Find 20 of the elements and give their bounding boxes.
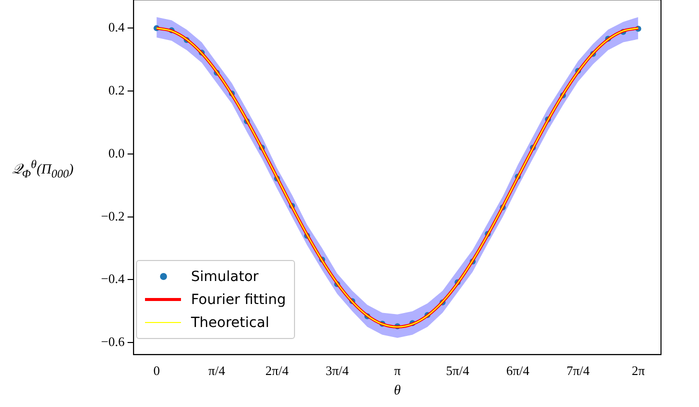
x-tick-label: 7π/4 [566, 362, 590, 378]
x-tick-label: 6π/4 [506, 362, 530, 378]
y-tick-label: −0.4 [100, 271, 126, 286]
legend-label: Theoretical [191, 314, 270, 330]
x-axis-title: θ [394, 383, 401, 398]
x-tick-label: 5π/4 [446, 362, 470, 378]
y-tick-label: 0.2 [108, 82, 125, 98]
x-tick-label: 2π [632, 362, 646, 378]
x-tick-label: π/4 [208, 362, 226, 378]
y-tick-label: 0.0 [108, 145, 125, 160]
y-axis-title: 𝒬$_{Φ}$$^{θ}$(Π$_{000}$) [12, 158, 74, 180]
x-tick-label: 2π/4 [265, 362, 290, 378]
x-tick-label: 3π/4 [326, 362, 350, 378]
y-tick-label: 0.4 [108, 20, 126, 35]
legend-label: Fourier fitting [191, 292, 286, 308]
legend-label: Simulator [191, 268, 259, 284]
y-tick-label: −0.6 [100, 334, 126, 350]
x-tick-label: 0 [153, 362, 160, 378]
y-tick-label: −0.2 [100, 208, 125, 224]
x-tick-label: π [394, 362, 402, 378]
